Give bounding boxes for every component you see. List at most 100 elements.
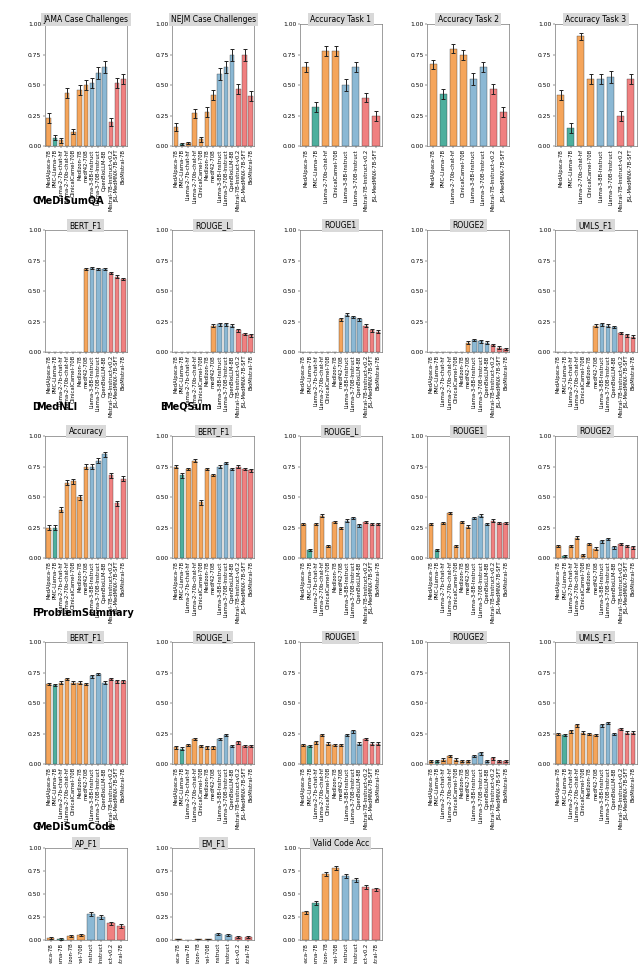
Bar <box>491 759 495 764</box>
Title: AP_F1: AP_F1 <box>74 839 97 848</box>
Title: UMLS_F1: UMLS_F1 <box>579 633 612 642</box>
Bar <box>77 91 82 147</box>
Bar <box>479 754 483 764</box>
Title: ROUGE_L: ROUGE_L <box>323 427 358 436</box>
Bar <box>612 548 616 558</box>
Bar <box>577 37 584 147</box>
Bar <box>472 340 477 353</box>
Bar <box>314 742 318 764</box>
Bar <box>248 746 253 764</box>
Bar <box>109 475 113 558</box>
Bar <box>211 326 216 353</box>
Title: ROUGE2: ROUGE2 <box>580 427 612 436</box>
Bar <box>47 938 54 940</box>
Bar <box>497 348 502 353</box>
Bar <box>332 522 337 558</box>
Bar <box>332 869 339 940</box>
Text: F: F <box>33 608 39 618</box>
Bar <box>440 94 447 147</box>
Bar <box>357 525 362 558</box>
Bar <box>454 547 458 558</box>
Bar <box>71 683 76 764</box>
Bar <box>568 547 573 558</box>
Bar <box>205 469 209 558</box>
Bar <box>504 349 508 353</box>
Bar <box>243 469 247 558</box>
Bar <box>581 733 586 764</box>
Bar <box>357 319 362 353</box>
Bar <box>435 549 439 558</box>
Bar <box>322 51 330 147</box>
Bar <box>121 682 125 764</box>
Bar <box>563 556 567 558</box>
Bar <box>497 523 502 558</box>
Bar <box>248 470 253 558</box>
Bar <box>173 747 178 764</box>
Bar <box>186 469 191 558</box>
Bar <box>87 914 95 940</box>
Bar <box>429 524 433 558</box>
Bar <box>115 503 119 558</box>
Bar <box>46 528 51 558</box>
Bar <box>588 734 592 764</box>
Bar <box>339 528 343 558</box>
Bar <box>484 342 489 353</box>
Bar <box>102 67 107 147</box>
Title: ROUGE2: ROUGE2 <box>452 633 484 642</box>
Bar <box>46 683 51 764</box>
Bar <box>52 685 57 764</box>
Bar <box>211 475 216 558</box>
Title: ROUGE1: ROUGE1 <box>452 427 484 436</box>
Bar <box>484 524 489 558</box>
Bar <box>84 85 88 147</box>
Bar <box>345 736 349 764</box>
Bar <box>606 723 611 764</box>
Bar <box>618 729 623 764</box>
Bar <box>600 324 604 353</box>
Bar <box>243 746 247 764</box>
Bar <box>236 467 241 558</box>
Bar <box>460 55 467 147</box>
Text: ProblemSummary: ProblemSummary <box>36 608 134 618</box>
Bar <box>612 734 616 764</box>
Bar <box>65 483 70 558</box>
Bar <box>218 74 222 147</box>
Bar <box>342 85 349 147</box>
Bar <box>307 746 312 764</box>
Title: BERT_F1: BERT_F1 <box>197 427 230 436</box>
Bar <box>466 761 470 764</box>
Bar <box>314 524 318 558</box>
Bar <box>223 67 228 147</box>
Bar <box>364 326 368 353</box>
Bar <box>472 756 477 764</box>
Bar <box>180 749 184 764</box>
Bar <box>121 79 125 147</box>
Title: ROUGE1: ROUGE1 <box>324 633 357 642</box>
Bar <box>65 679 70 764</box>
Bar <box>556 734 561 764</box>
Title: BERT_F1: BERT_F1 <box>70 221 102 230</box>
Bar <box>372 890 380 940</box>
Bar <box>235 937 242 940</box>
Bar <box>108 924 115 940</box>
Bar <box>320 736 324 764</box>
Bar <box>364 522 368 558</box>
Title: Accuracy: Accuracy <box>68 427 103 436</box>
Bar <box>115 682 119 764</box>
Bar <box>301 524 306 558</box>
Bar <box>429 65 436 147</box>
Title: Accuracy Task 3: Accuracy Task 3 <box>565 15 627 24</box>
Bar <box>312 903 319 940</box>
Bar <box>631 336 636 353</box>
Bar <box>193 114 197 147</box>
Bar <box>236 89 241 147</box>
Bar <box>193 461 197 558</box>
Bar <box>230 326 234 353</box>
Title: Valid Code Acc: Valid Code Acc <box>313 839 369 848</box>
Bar <box>218 738 222 764</box>
Bar <box>593 326 598 353</box>
Bar <box>102 683 107 764</box>
Bar <box>96 269 100 353</box>
Bar <box>345 314 349 353</box>
Bar <box>470 79 477 147</box>
